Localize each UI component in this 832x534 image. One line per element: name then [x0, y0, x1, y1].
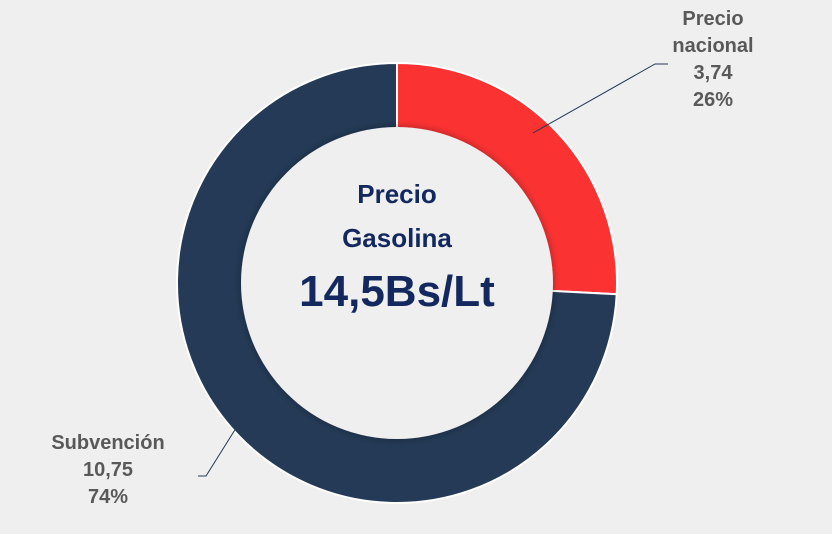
donut-hole: [241, 127, 553, 439]
leader-line: [532, 63, 668, 134]
center-value: 14,5Bs/Lt: [299, 267, 495, 316]
category-label: Precio nacional: [672, 8, 754, 57]
slice-label: Subvención 10,75 74%: [33, 430, 183, 511]
leader-line: [198, 384, 264, 477]
center-title-line: Precio: [357, 179, 437, 209]
center-title: Precio Gasolina: [247, 172, 547, 260]
percent-label: 26%: [692, 89, 734, 111]
slice-label: Precio nacional 3,74 26%: [638, 6, 788, 114]
percent-label: 74%: [87, 486, 129, 508]
value-label: 3,74: [693, 62, 733, 84]
value-label: 10,75: [82, 459, 134, 481]
category-label: Subvención: [51, 432, 165, 454]
center-title-line: Gasolina: [342, 223, 452, 253]
